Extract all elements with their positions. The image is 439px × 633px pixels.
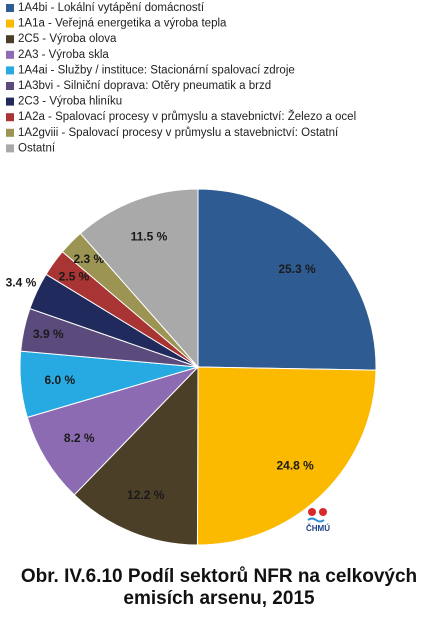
legend-label: Ostatní bbox=[18, 142, 56, 154]
pie-slice bbox=[79, 188, 199, 369]
data-label: 25.3 % bbox=[278, 262, 316, 276]
logo-mark bbox=[307, 517, 325, 523]
chart-title: Obr. IV.6.10 Podíl sektorů NFR na celkov… bbox=[21, 566, 417, 587]
legend-label: 2A3 - Výroba skla bbox=[18, 49, 109, 61]
logo-mark bbox=[308, 508, 316, 516]
data-label: 2.5 % bbox=[59, 269, 90, 283]
logo-mark bbox=[319, 508, 327, 516]
legend-label: 2C5 - Výroba olova bbox=[18, 33, 117, 45]
logo: ČHMÚ bbox=[306, 508, 330, 533]
legend-label: 1A4bi - Lokální vytápění domácností bbox=[18, 2, 205, 14]
legend-swatch bbox=[6, 66, 14, 75]
pie-slice bbox=[196, 366, 377, 546]
legend-swatch bbox=[6, 35, 14, 44]
logo-text: ČHMÚ bbox=[306, 524, 330, 533]
data-label: 2.3 % bbox=[73, 252, 104, 266]
legend-swatch bbox=[6, 128, 14, 137]
legend-label: 1A4ai - Služby / instituce: Stacionární … bbox=[18, 64, 295, 76]
pie-slice bbox=[26, 365, 200, 496]
legend-label: 1A2gviii - Spalovací procesy v průmyslu … bbox=[18, 127, 339, 139]
legend-label: 1A2a - Spalovací procesy v průmyslu a st… bbox=[18, 110, 356, 123]
data-label: 3.9 % bbox=[33, 327, 64, 341]
data-label: 11.5 % bbox=[131, 229, 168, 243]
data-label: 3.4 % bbox=[6, 276, 37, 290]
legend-label: 1A1a - Veřejná energetika a výroba tepla bbox=[18, 18, 227, 30]
legend-swatch bbox=[6, 82, 14, 90]
legend-label: 2C3 - Výroba hliníku bbox=[18, 96, 122, 108]
legend-swatch bbox=[6, 19, 14, 28]
data-label: 8.2 % bbox=[64, 431, 95, 445]
chart-title: emisích arsenu, 2015 bbox=[123, 588, 315, 609]
data-label: 24.8 % bbox=[276, 458, 314, 472]
legend-swatch bbox=[6, 144, 14, 153]
legend-label: 1A3bvi - Silniční doprava: Otěry pneumat… bbox=[18, 80, 271, 92]
legend-swatch bbox=[6, 113, 14, 122]
legend-swatch bbox=[6, 97, 14, 106]
pie-slice bbox=[73, 365, 199, 546]
data-label: 12.2 % bbox=[127, 488, 165, 502]
legend-swatch bbox=[6, 50, 14, 59]
data-label: 6.0 % bbox=[44, 373, 75, 387]
pie-slice bbox=[197, 188, 377, 371]
legend-swatch bbox=[6, 4, 14, 12]
